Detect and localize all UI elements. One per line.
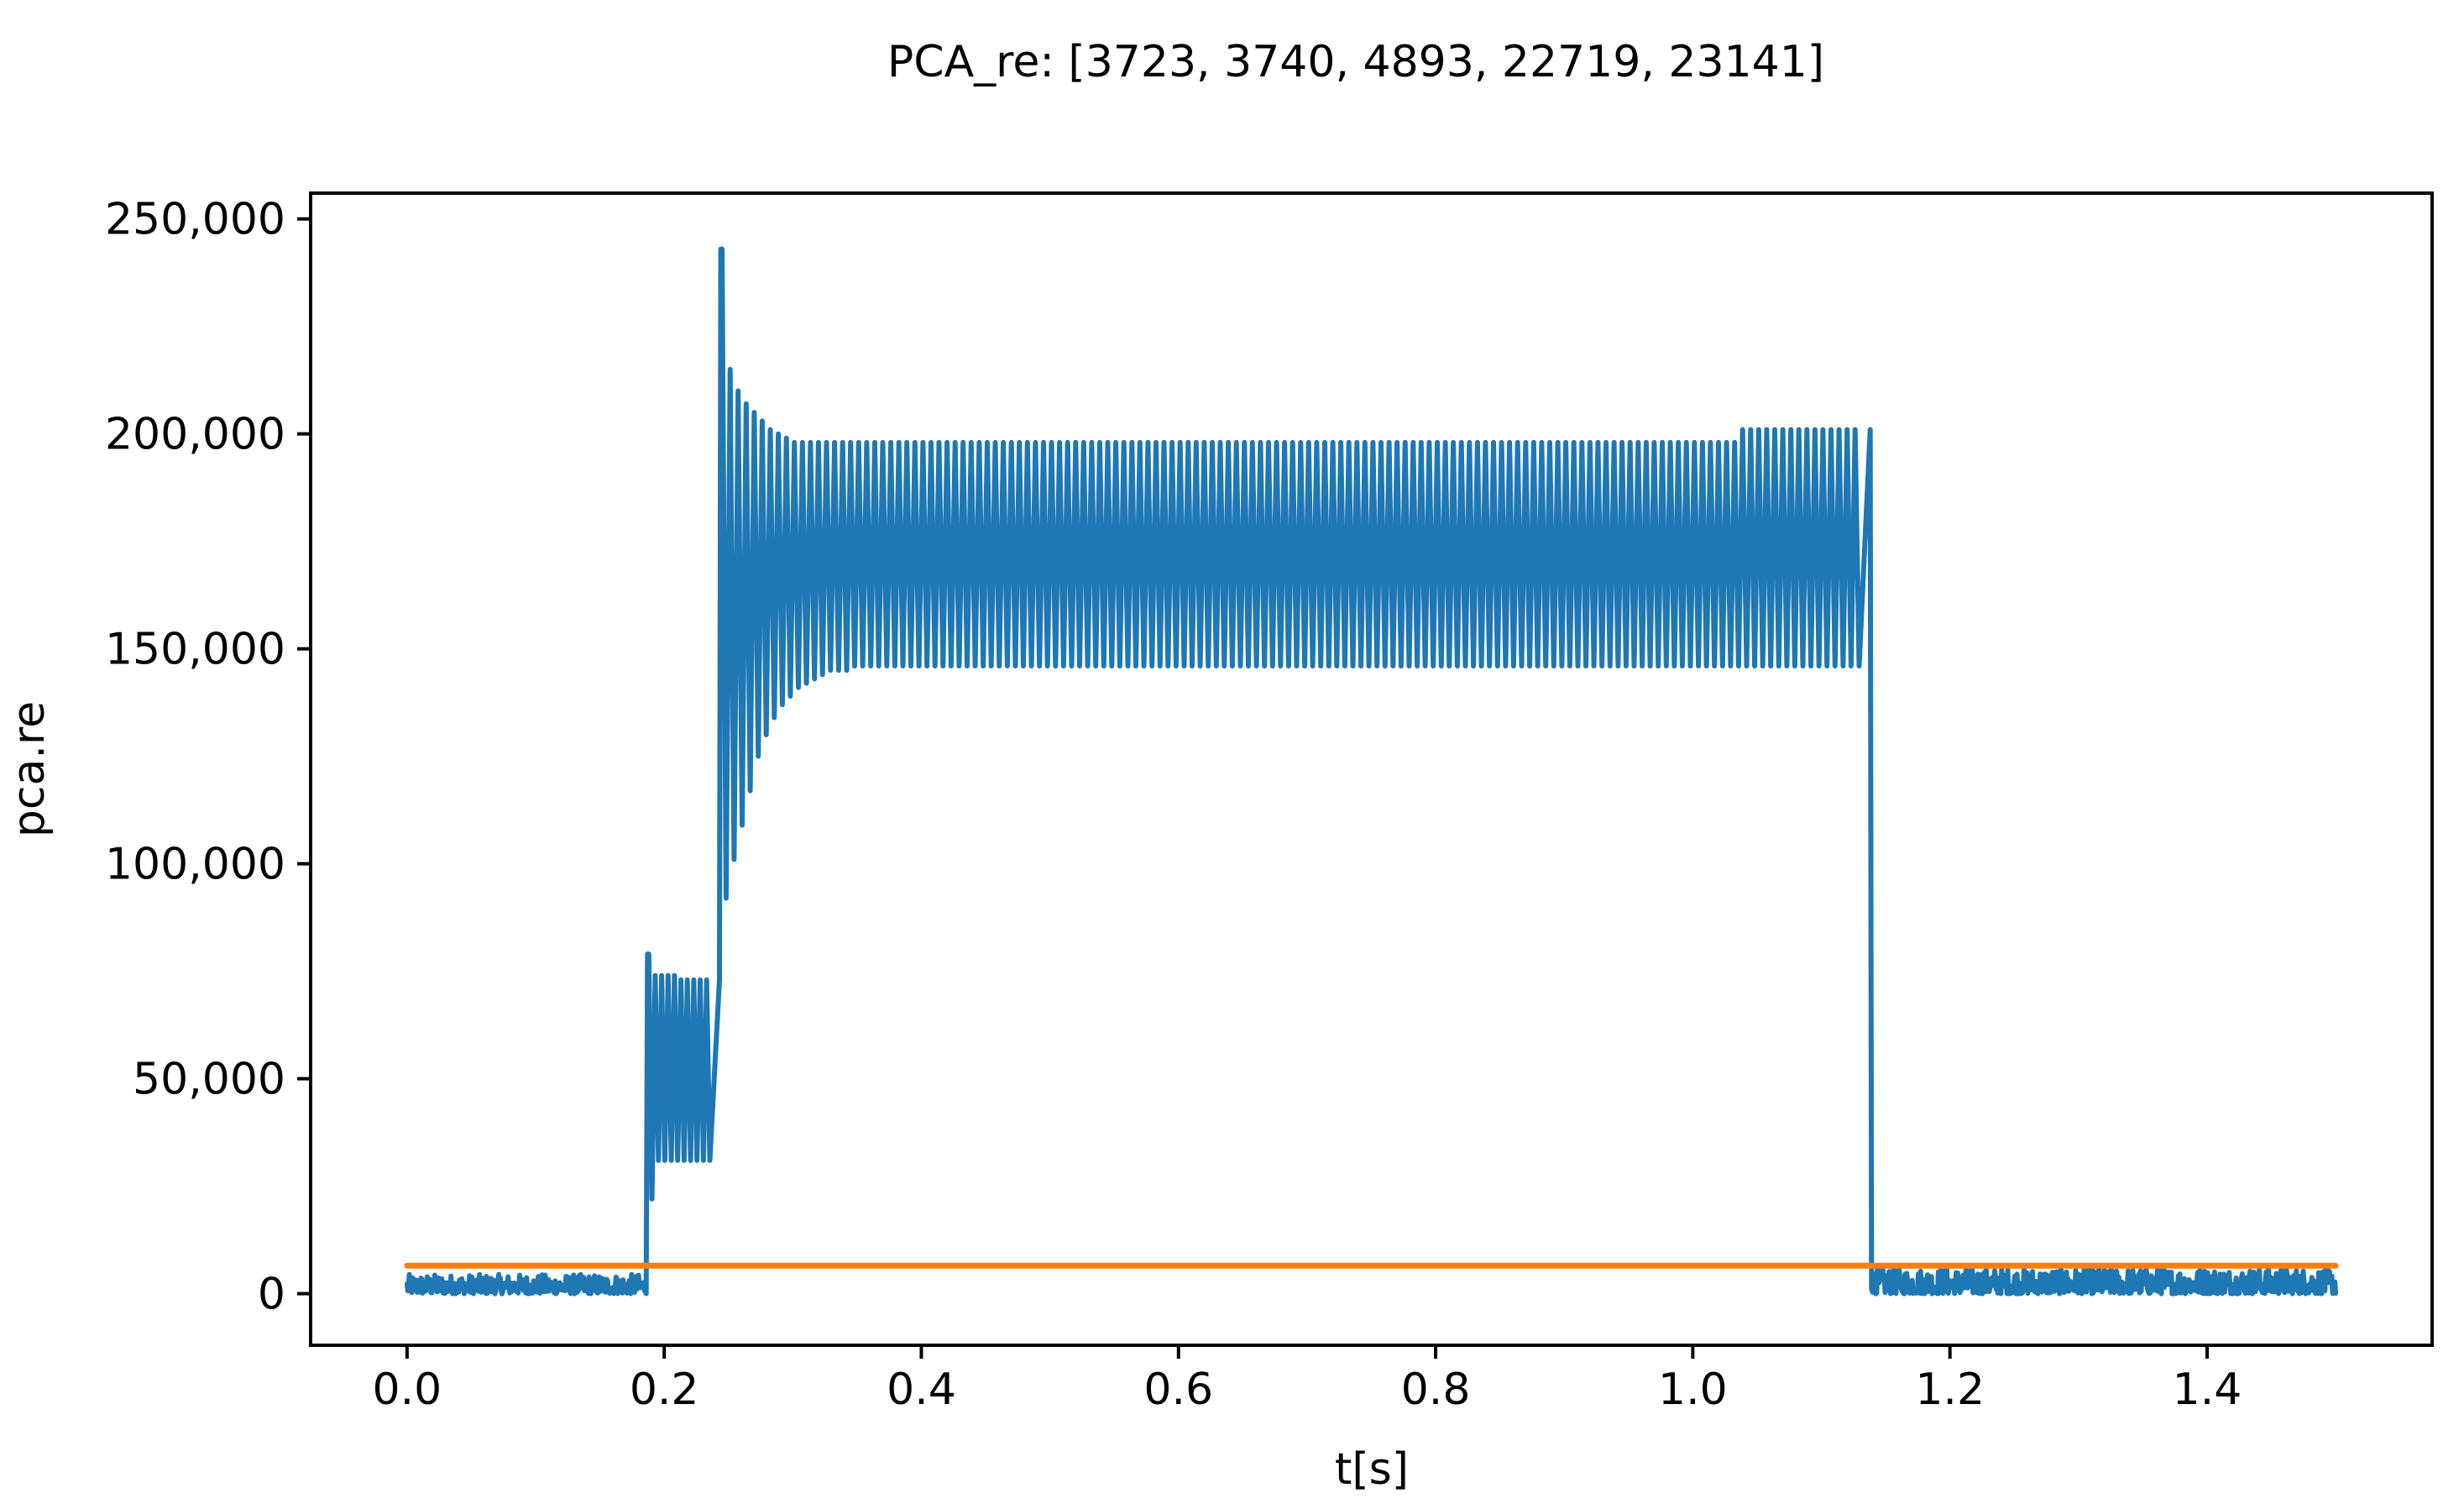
y-tick-label: 200,000	[105, 410, 285, 460]
series-line-signal	[404, 246, 2339, 1297]
x-tick-label: 0.8	[1401, 1365, 1471, 1415]
x-tick-label: 1.0	[1658, 1365, 1728, 1415]
y-tick-label: 0	[258, 1270, 285, 1320]
x-tick-label: 1.4	[2173, 1365, 2242, 1415]
x-tick-label: 0.2	[630, 1365, 699, 1415]
series-layer	[404, 246, 2339, 1297]
x-tick-label: 1.2	[1915, 1365, 1985, 1415]
chart-title: PCA_re: [3723, 3740, 4893, 22719, 23141]	[887, 37, 1824, 87]
y-tick-label: 100,000	[105, 840, 285, 890]
y-tick-label: 50,000	[133, 1055, 285, 1105]
y-tick-label: 250,000	[105, 195, 285, 245]
plot-area	[309, 191, 2434, 1347]
x-tick-label: 0.6	[1143, 1365, 1213, 1415]
y-tick-label: 150,000	[105, 625, 285, 675]
y-axis: 0 50,000 100,000 150,000 200,000 250,000	[105, 195, 311, 1320]
x-tick-label: 0.4	[887, 1365, 956, 1415]
y-axis-label: pca.re	[4, 701, 55, 837]
x-tick-label: 0.0	[373, 1365, 442, 1415]
x-axis-label: t[s]	[1335, 1444, 1409, 1495]
x-axis: 0.0 0.2 0.4 0.6 0.8 1.0 1.2 1.4	[373, 1345, 2242, 1415]
